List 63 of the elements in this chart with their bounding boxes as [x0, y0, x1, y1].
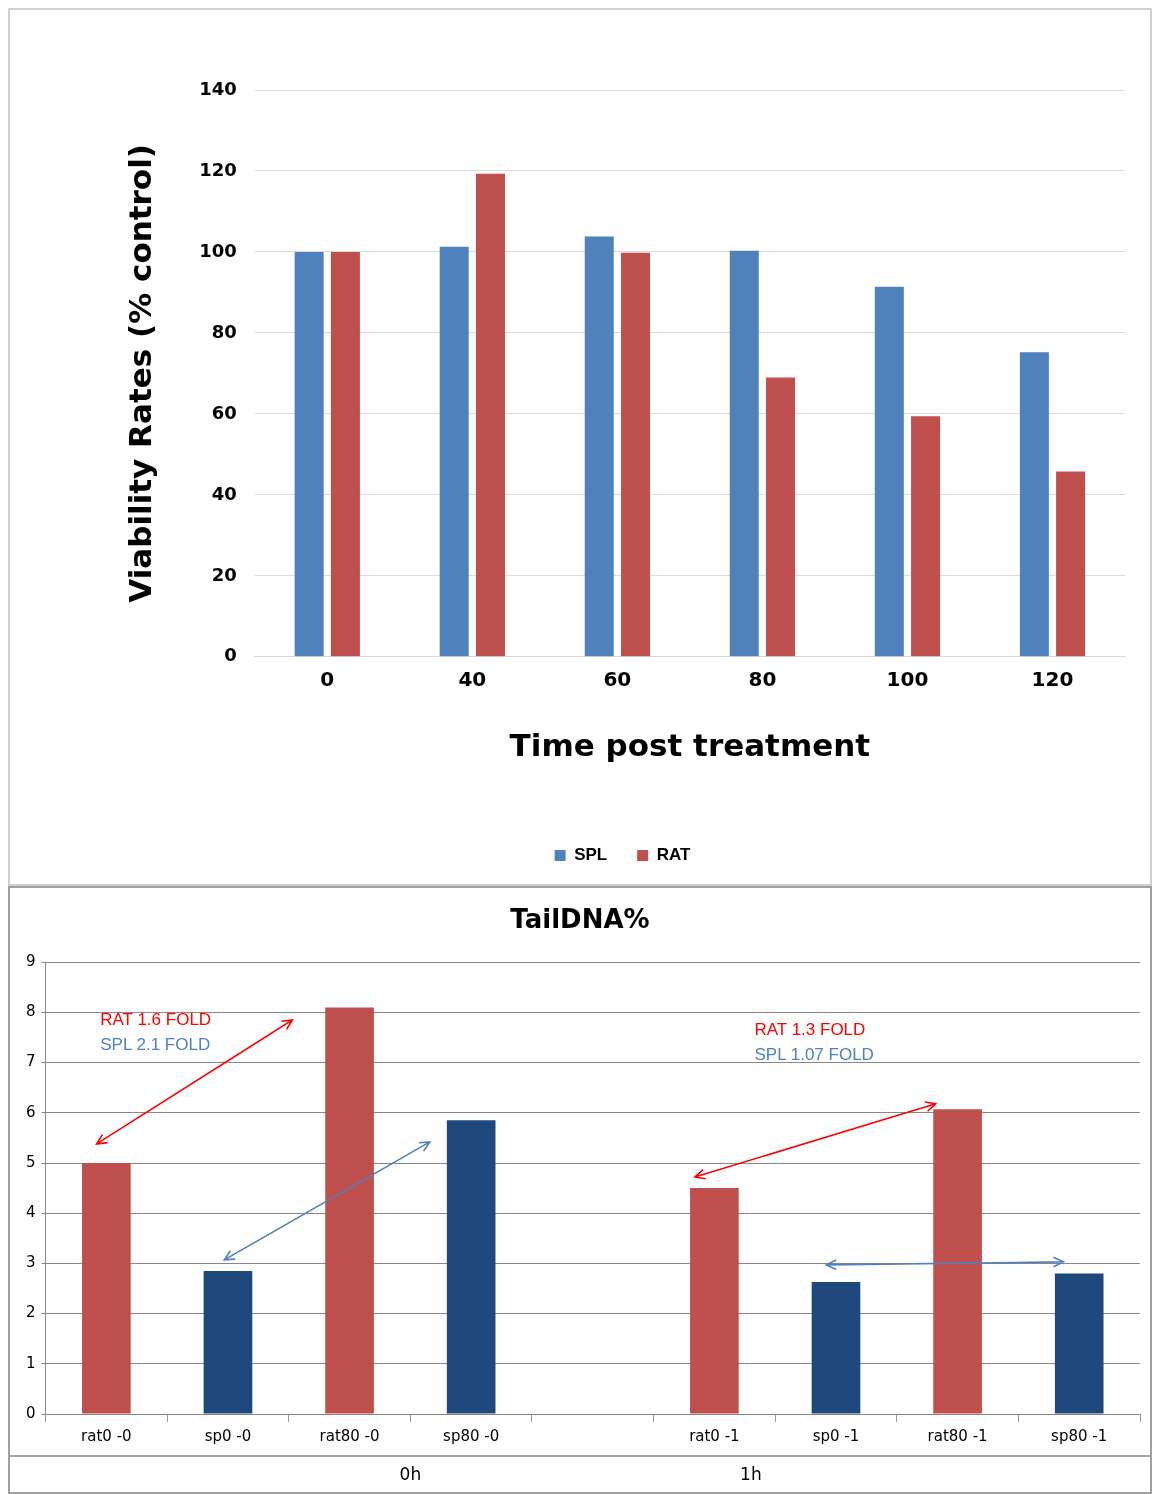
y-tick-label: 0: [224, 644, 237, 666]
bar: [620, 252, 650, 657]
x-tick-label: 120: [1031, 667, 1074, 691]
y-tick-label: 7: [26, 1052, 36, 1071]
text: 0h: [399, 1464, 422, 1485]
x-tick-label: 80: [748, 667, 777, 691]
x-tick-label: 100: [886, 667, 929, 691]
x-tick-label: rat80 -1: [927, 1426, 988, 1445]
bar: [1019, 352, 1049, 657]
y-tick-label: 4: [26, 1203, 36, 1222]
chart-title: TailDNA%: [510, 904, 650, 935]
y-tick-label: 1: [26, 1353, 36, 1372]
bar: [82, 1163, 131, 1414]
y-tick-label: 6: [26, 1102, 36, 1121]
x-axis-title: Time post treatment: [509, 727, 871, 764]
y-tick-label: 120: [199, 158, 237, 180]
bar: [811, 1281, 861, 1414]
bar: [874, 286, 904, 657]
bar: [203, 1270, 253, 1414]
y-tick-label: 0: [26, 1403, 36, 1422]
bar: [933, 1109, 982, 1414]
x-tick-label: sp0 -1: [812, 1426, 860, 1445]
bar: [729, 250, 759, 657]
x-tick-label: rat80 -0: [319, 1426, 380, 1445]
bar: [325, 1007, 374, 1414]
y-tick-label: 8: [26, 1002, 36, 1021]
y-tick-label: 2: [26, 1303, 36, 1322]
x-tick-label: sp80 -1: [1051, 1426, 1108, 1445]
y-tick-label: 40: [211, 482, 237, 504]
x-tick-label: 40: [458, 667, 487, 691]
bar: [330, 251, 360, 657]
bar: [911, 416, 941, 657]
y-tick-label: 100: [199, 239, 237, 261]
annotation: SPL 2.1 FOLD: [99, 1034, 212, 1056]
x-tick-label: 60: [603, 667, 632, 691]
x-tick-label: rat0 -1: [689, 1426, 740, 1445]
bar: [475, 173, 505, 657]
y-tick-label: 140: [199, 77, 237, 99]
y-axis-title: Viability Rates (% control): [121, 144, 158, 603]
x-tick-label: 0: [320, 667, 335, 691]
bar: [584, 236, 614, 657]
y-tick-label: 5: [26, 1152, 36, 1171]
bar: [766, 377, 796, 657]
y-tick-label: 20: [211, 563, 237, 585]
x-tick-label: sp80 -0: [443, 1426, 500, 1445]
x-tick-label: sp0 -0: [204, 1426, 252, 1445]
bar: [294, 251, 324, 657]
y-tick-label: 80: [211, 320, 237, 342]
y-tick-label: 60: [211, 401, 237, 423]
bar: [690, 1188, 739, 1414]
y-tick-label: 3: [26, 1253, 36, 1272]
annotation: SPL 1.07 FOLD: [753, 1044, 875, 1067]
annotation: RAT 1.6 FOLD: [99, 1008, 213, 1031]
annotation: RAT 1.3 FOLD: [753, 1018, 867, 1041]
y-tick-label: 9: [26, 952, 36, 971]
bar: [446, 1120, 496, 1414]
bar: [1054, 1273, 1104, 1414]
bar: [439, 246, 469, 657]
x-tick-label: rat0 -0: [81, 1426, 132, 1445]
bar: [1056, 471, 1086, 657]
text: 1h: [740, 1464, 762, 1485]
legend-label: RAT: [656, 845, 691, 865]
legend-label: SPL: [574, 845, 608, 865]
